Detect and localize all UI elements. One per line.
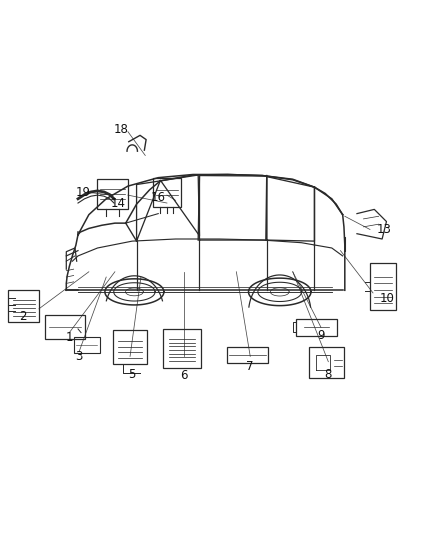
Bar (226, 347, 268, 363)
Bar (153, 178, 181, 207)
Text: 18: 18 (114, 123, 129, 135)
Text: 16: 16 (151, 191, 166, 204)
Bar (309, 348, 344, 378)
Bar (371, 263, 396, 310)
Bar (46, 316, 85, 339)
Text: 7: 7 (247, 360, 254, 374)
Bar (296, 319, 337, 336)
Bar (8, 290, 39, 322)
Text: 3: 3 (76, 350, 83, 363)
Text: 14: 14 (111, 197, 126, 209)
Text: 9: 9 (317, 329, 325, 342)
Text: 1: 1 (66, 332, 73, 344)
Bar (163, 329, 201, 368)
Text: 2: 2 (19, 310, 27, 323)
Bar (74, 337, 100, 353)
Bar (97, 179, 128, 209)
Text: 19: 19 (76, 186, 91, 199)
Text: 10: 10 (380, 292, 395, 305)
Text: 6: 6 (180, 369, 188, 383)
Bar (113, 330, 147, 364)
Text: 5: 5 (128, 368, 135, 382)
Text: 8: 8 (325, 368, 332, 382)
Text: 13: 13 (376, 223, 391, 236)
